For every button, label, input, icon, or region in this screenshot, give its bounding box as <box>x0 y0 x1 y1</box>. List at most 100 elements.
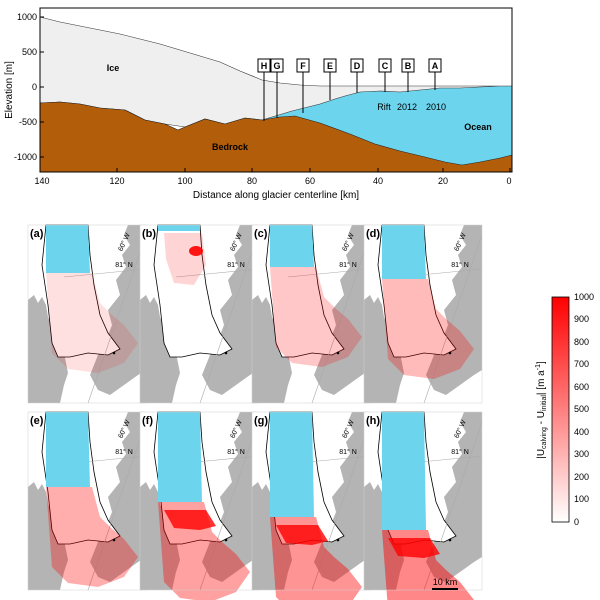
svg-text:E: E <box>327 61 333 71</box>
island <box>349 283 355 287</box>
latitude-label: 81° N <box>339 261 357 269</box>
island <box>473 520 479 524</box>
latitude-label: 81° N <box>451 261 469 269</box>
ocean-calved-area <box>270 225 314 267</box>
island <box>452 514 456 518</box>
island <box>462 530 466 534</box>
island <box>349 470 355 474</box>
island <box>472 494 476 498</box>
marker-c: C <box>378 58 392 73</box>
x-tick-label: 0 <box>506 176 511 186</box>
island <box>126 530 130 534</box>
colorbar-tick-label: 1000 <box>574 292 594 302</box>
glacier-outline <box>153 224 233 358</box>
island <box>126 343 130 347</box>
y-axis-label: Elevation [m] <box>4 61 15 119</box>
ocean-calved-area <box>382 225 426 279</box>
island <box>238 530 242 534</box>
x-tick-label: 140 <box>34 176 49 186</box>
map-panels: (a) 60° W81° N(b) 60° W81° N(c) 60° W81° N(… <box>27 224 483 600</box>
island <box>241 506 247 510</box>
ocean-calved-area <box>158 225 200 231</box>
velocity-change-max <box>276 525 328 545</box>
meridian-line <box>423 421 483 591</box>
ocean-calved-area <box>158 412 202 502</box>
island <box>125 470 131 474</box>
velocity-change-area <box>382 279 474 379</box>
svg-text:H: H <box>261 61 268 71</box>
island <box>446 550 450 554</box>
island <box>353 319 359 323</box>
island <box>132 478 136 482</box>
velocity-change-area <box>46 487 138 587</box>
land-west <box>28 295 68 403</box>
meridian-line <box>199 421 259 591</box>
panel-label: (e) <box>30 415 44 427</box>
latitude-label: 81° N <box>451 448 469 456</box>
colorbar-tick-label: 0 <box>574 517 579 527</box>
panel-label: (h) <box>366 415 380 427</box>
grounding-point <box>224 538 228 542</box>
marker-lines <box>263 72 436 121</box>
colorbar-tick-label: 500 <box>574 404 589 414</box>
svg-text:B: B <box>405 61 412 71</box>
meridian-line <box>311 234 371 404</box>
island <box>222 363 226 367</box>
colorbar-tick-label: 900 <box>574 314 589 324</box>
parallel-line <box>287 268 371 278</box>
island <box>353 506 359 510</box>
marker-g: G <box>270 58 284 73</box>
island <box>121 301 127 305</box>
parallel-line <box>175 268 259 278</box>
velocity-change-area <box>164 233 206 285</box>
island <box>244 291 248 295</box>
map-panel: (g) 60° W81° N <box>251 411 371 600</box>
island <box>248 494 252 498</box>
island <box>116 514 120 518</box>
x-tick-label: 80 <box>247 176 257 186</box>
y-tick-label: 0 <box>32 82 37 92</box>
island <box>468 478 472 482</box>
island <box>125 283 131 287</box>
island <box>233 301 239 305</box>
land-west <box>364 295 404 403</box>
map-panel: (e) 60° W81° N <box>27 411 147 591</box>
change-hotspot <box>189 246 203 256</box>
map-panel: (f) 60° W81° N <box>139 411 259 600</box>
island <box>360 494 364 498</box>
island <box>462 343 466 347</box>
velocity-change-area <box>46 273 138 373</box>
island <box>136 494 140 498</box>
colorbar-gradient <box>551 296 570 523</box>
colorbar-tick-label: 400 <box>574 427 589 437</box>
grounding-point <box>336 351 340 355</box>
meridian-line <box>311 421 371 591</box>
latitude-label: 81° N <box>227 448 245 456</box>
island <box>465 319 471 323</box>
island <box>136 307 140 311</box>
year-2012-label: 2012 <box>397 102 417 112</box>
island <box>465 506 471 510</box>
meridian-line <box>423 234 483 404</box>
colorbar-tick-label: 800 <box>574 337 589 347</box>
map-panel: (d) 60° W81° N <box>363 224 483 404</box>
panel-label: (d) <box>366 228 380 240</box>
ocean-calved-area <box>382 412 426 530</box>
island <box>241 319 247 323</box>
island <box>334 550 338 554</box>
island <box>360 307 364 311</box>
svg-text:F: F <box>300 61 306 71</box>
land-west <box>364 482 404 590</box>
colorbar-label: |Ucalving - Uinitial| [m a-1] <box>535 361 548 459</box>
island <box>350 343 354 347</box>
latitude-label: 81° N <box>115 448 133 456</box>
island <box>350 530 354 534</box>
colorbar-ticks: 1000 900 800 700 600 500 400 300 200 100… <box>574 292 594 527</box>
island <box>238 343 242 347</box>
land-west <box>140 482 180 590</box>
map-panel: (c) 60° W81° N <box>251 224 371 404</box>
grounding-point <box>224 351 228 355</box>
velocity-change-max <box>164 510 216 530</box>
svg-text:D: D <box>354 61 361 71</box>
y-tick-label: -1000 <box>14 152 37 162</box>
